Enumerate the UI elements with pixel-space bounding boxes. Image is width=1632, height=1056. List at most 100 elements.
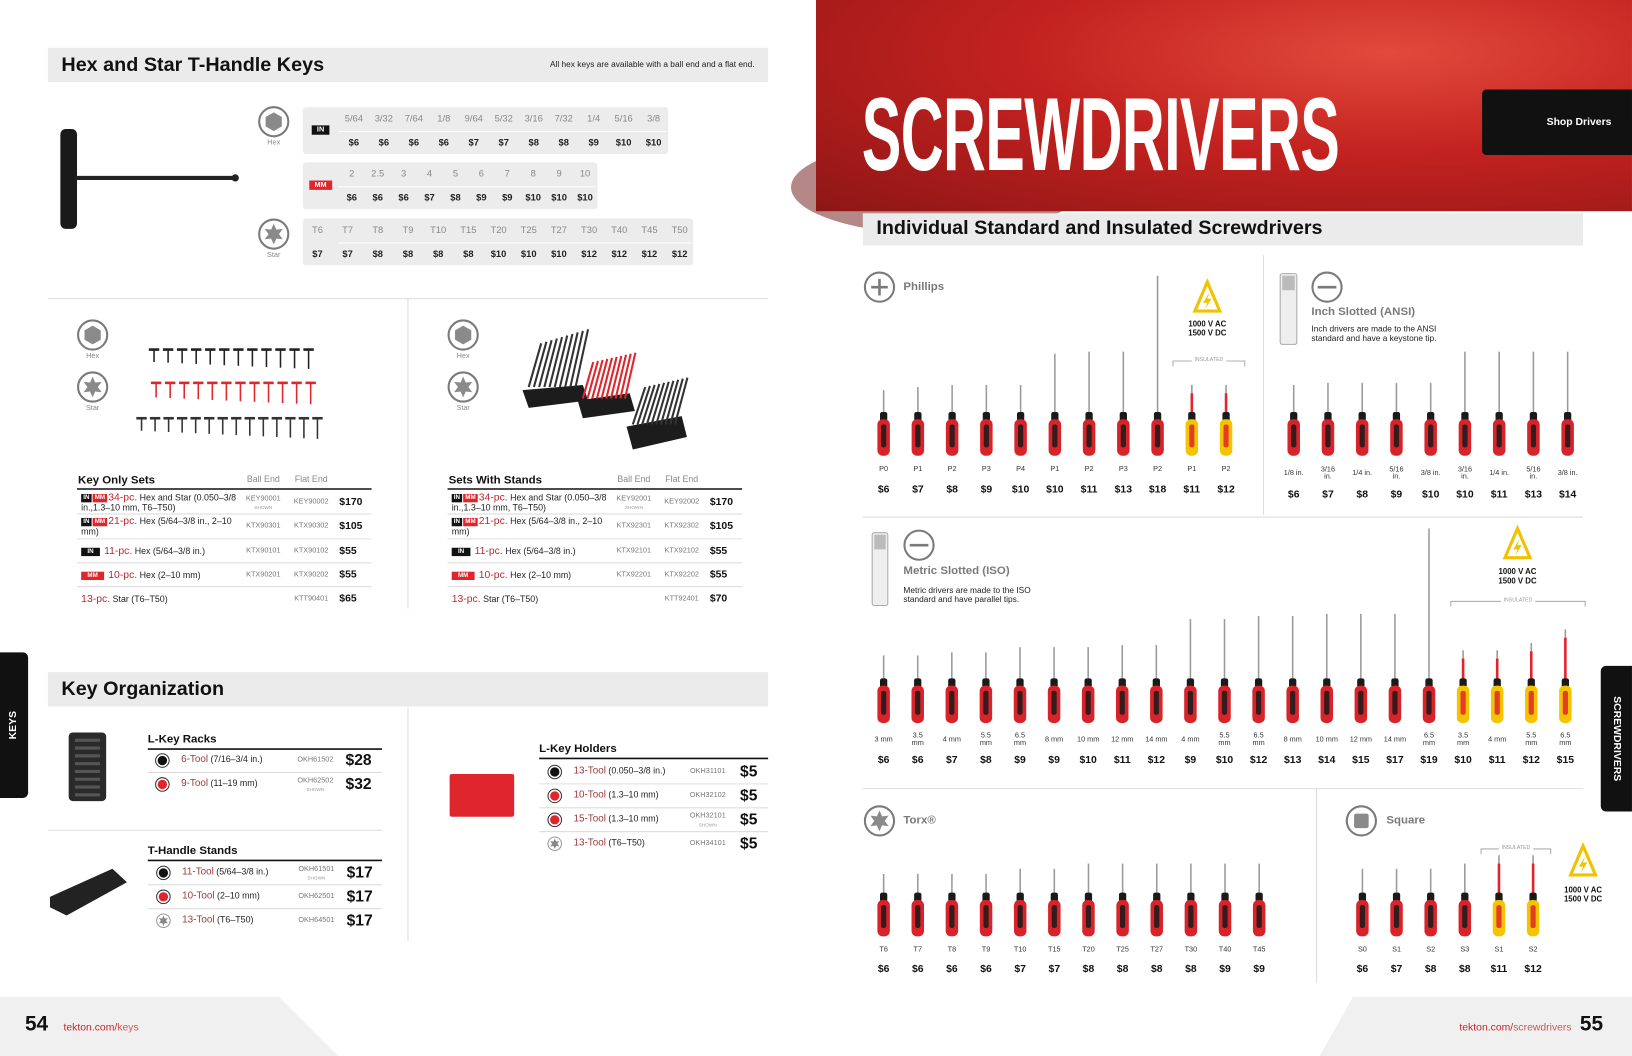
- table-heading: Sets With Stands: [448, 474, 542, 487]
- price: $7: [468, 137, 479, 148]
- rack-slot: [74, 754, 100, 758]
- row-description: 11-Tool (5/64–3/8 in.): [182, 866, 268, 878]
- rack-slot: [74, 785, 100, 789]
- size-label: 14 mm: [1145, 736, 1168, 744]
- part-number: OKH61501: [298, 865, 335, 873]
- size-label: T9: [981, 946, 991, 954]
- price: $10: [551, 248, 567, 259]
- size-label: P2: [1084, 465, 1094, 473]
- driver-grip: [1051, 690, 1057, 715]
- qr-box: [1482, 89, 1632, 156]
- table-heading: L-Key Holders: [539, 742, 617, 755]
- driver-ferrule: [1495, 892, 1503, 903]
- size-label: T10: [1013, 946, 1027, 954]
- driver-ferrule: [982, 411, 991, 422]
- part-number: OKH32102: [689, 791, 726, 800]
- size-label: T9: [402, 224, 414, 235]
- driver-grip: [1189, 424, 1195, 448]
- driver-grip: [1255, 690, 1262, 715]
- price: $17: [1386, 754, 1404, 766]
- size-label: T6: [879, 946, 888, 954]
- price: $11: [1490, 489, 1508, 501]
- size-label: T15: [460, 224, 477, 235]
- size-label: 2.5: [371, 168, 385, 179]
- set-description: 13-pc. Star (T6–T50): [452, 594, 608, 605]
- size-label: 7/64: [404, 113, 423, 124]
- driver-grip: [1392, 690, 1398, 715]
- voltage-icon: [1192, 277, 1223, 313]
- price: $6: [980, 963, 992, 976]
- price: $6: [372, 192, 383, 203]
- group-note: Metric drivers are made to the ISO stand…: [903, 585, 1031, 605]
- driver-grip: [881, 690, 887, 715]
- price: $9: [1184, 754, 1197, 766]
- price: $10: [1079, 754, 1097, 766]
- insulated-label: INSULATED: [1500, 598, 1536, 605]
- part-number: OKH62501: [298, 892, 335, 900]
- t-handle-ball: [231, 174, 239, 182]
- stand-key: [614, 354, 628, 399]
- size-label: T40: [611, 224, 628, 235]
- stand-key: [553, 335, 569, 388]
- set-qty: 34-pc.: [478, 491, 508, 504]
- shown-note: SHOWN: [306, 786, 325, 793]
- tool-desc: (T6–T50): [608, 837, 645, 848]
- driver-grip: [1153, 690, 1159, 715]
- driver-grip: [983, 905, 989, 929]
- size-label: 1/4 in.: [1489, 469, 1510, 478]
- size-label: 3.5 mm: [911, 732, 924, 748]
- set-qty: 11-pc.: [474, 545, 503, 558]
- driver-ferrule: [1459, 678, 1467, 688]
- driver-grip: [1017, 905, 1023, 929]
- price: $55: [339, 569, 357, 581]
- price: $10: [490, 248, 507, 259]
- voltage-label: 1000 V AC: [1498, 566, 1537, 577]
- price: $10: [1454, 754, 1472, 766]
- driver-grip: [1530, 424, 1537, 448]
- hex-icon: [84, 325, 101, 345]
- stand-base: [522, 384, 589, 408]
- hex-icon: [455, 325, 472, 345]
- driver-ferrule: [1222, 411, 1230, 422]
- price: $15: [1556, 754, 1575, 766]
- size-label: S0: [1357, 946, 1367, 954]
- table-divider: [338, 242, 692, 244]
- driver-ferrule: [948, 678, 956, 688]
- price: $10: [615, 137, 632, 148]
- driver-ferrule: [1392, 411, 1401, 422]
- rack-image: [68, 732, 107, 802]
- size-label: 5: [452, 168, 459, 179]
- rack-slot: [74, 738, 100, 742]
- driver-ferrule: [1357, 678, 1365, 688]
- driver-ferrule: [1188, 411, 1196, 422]
- price: $6: [946, 963, 958, 976]
- price: $32: [345, 775, 372, 794]
- page-number: 55: [1579, 1012, 1604, 1036]
- price: $6: [877, 484, 890, 496]
- group-label: Square: [1386, 814, 1426, 827]
- driver-ferrule: [1085, 411, 1093, 422]
- stand-key: [636, 385, 651, 425]
- stand-key: [609, 355, 623, 399]
- row-icon-dot: [550, 791, 560, 801]
- driver-grip: [1187, 690, 1194, 715]
- price: $10: [1046, 484, 1064, 496]
- driver-grip: [1562, 690, 1568, 715]
- part-number: KEY92001: [616, 495, 652, 503]
- price: $8: [432, 248, 444, 259]
- stand-base: [577, 393, 635, 419]
- set-desc: Hex and Star (0.050–3/8 in.,1.3–10 mm, T…: [81, 491, 237, 513]
- driver-ferrule: [1118, 678, 1126, 688]
- driver-ferrule: [1186, 678, 1195, 688]
- part-number: OKH62502: [297, 777, 334, 785]
- driver-grip: [1018, 424, 1024, 448]
- size-label: S2: [1426, 946, 1436, 954]
- driver-grip: [1154, 424, 1161, 448]
- rack-slot: [74, 762, 100, 766]
- voltage-bolt: [1578, 856, 1588, 873]
- price: $13: [1524, 489, 1543, 501]
- price: $17: [346, 887, 373, 906]
- set-qty: 13-pc.: [451, 593, 481, 605]
- size-label: 3/8 in.: [1557, 469, 1578, 478]
